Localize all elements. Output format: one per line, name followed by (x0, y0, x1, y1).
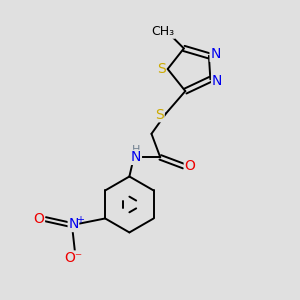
Text: CH₃: CH₃ (152, 25, 175, 38)
Text: N: N (212, 74, 222, 88)
Text: O⁻: O⁻ (64, 251, 83, 265)
Text: O: O (184, 159, 195, 173)
Text: H: H (132, 145, 140, 155)
Text: +: + (76, 215, 84, 225)
Text: O: O (34, 212, 44, 226)
Text: S: S (155, 108, 164, 122)
Text: N: N (68, 218, 79, 232)
Text: N: N (210, 47, 220, 61)
Text: N: N (131, 150, 141, 164)
Text: S: S (157, 62, 166, 76)
